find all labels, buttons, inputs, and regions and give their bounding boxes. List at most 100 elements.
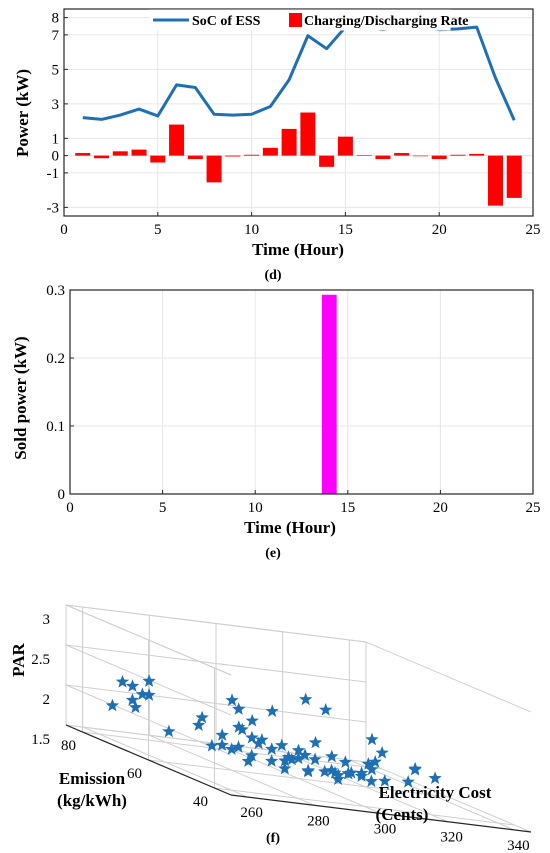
scatter-star-point: [301, 763, 315, 777]
soc-line: [82, 25, 516, 121]
panel-e-chart: 0 5 10 15 20 25 0 0.1 0.2 0.3 Sold power (kW) Ti…: [11, 283, 541, 561]
scatter-star-point: [361, 757, 375, 770]
panel-d-ytick-label: 7: [52, 28, 60, 44]
panel-f-chart: 260 280 300 320 340 40 60 80 1.5 2 2.5 3 PAR Emissi…: [9, 604, 532, 853]
rate-bar: [281, 128, 297, 156]
rate-bar: [150, 155, 166, 163]
panel-f-xtick-label: 300: [374, 822, 397, 838]
panel-f-ytick-label: 60: [127, 766, 142, 782]
rate-bar: [469, 153, 485, 156]
scatter-star-point: [308, 735, 323, 749]
rate-bar: [394, 153, 410, 156]
panel-f-y-axis-label-line1: Emission: [59, 769, 126, 788]
panel-d-xtick-label: 10: [244, 222, 259, 238]
panel-d-bars: [75, 112, 522, 206]
scatter-star-point: [265, 754, 279, 767]
scatter-star-point: [328, 766, 342, 779]
scatter-star-point: [128, 700, 143, 714]
rate-bar: [94, 155, 110, 159]
scatter-star-point: [115, 674, 130, 688]
scatter-star-point: [125, 679, 140, 692]
panel-f-x-axis-label-line1: Electricity Cost: [379, 783, 492, 802]
scatter-star-point: [245, 713, 259, 727]
panel-f-xtick-label: 260: [240, 805, 263, 821]
scatter-star-point: [401, 775, 415, 788]
panel-d-xtick-label: 25: [526, 222, 541, 238]
rate-bar: [225, 155, 241, 157]
panel-e-xtick-label: 10: [248, 500, 263, 516]
panel-e-xtick-label: 5: [159, 500, 167, 516]
panel-f-caption: (f): [266, 831, 280, 846]
scatter-star-point: [278, 761, 292, 775]
panel-e-ytick-label: 0: [58, 487, 66, 503]
wall-z-grid: [65, 644, 367, 683]
scatter-star-point: [299, 692, 313, 706]
panel-e-y-axis-label: Sold power (kW): [11, 336, 30, 459]
scatter-star-point: [275, 738, 289, 752]
panel-f-ytick-label: 40: [193, 794, 208, 810]
panel-d-plot-frame: [63, 8, 534, 217]
rate-bar: [206, 155, 222, 183]
scatter-star-point: [308, 752, 322, 766]
rate-bar: [131, 149, 147, 156]
panel-f-ztick-label: 2: [43, 692, 51, 708]
scatter-star-point: [324, 763, 339, 777]
rate-bar: [450, 154, 466, 156]
panel-f-y-axis-label-line2: (kg/kWh): [57, 791, 127, 810]
legend-rate-label: Charging/Discharging Rate: [304, 14, 469, 29]
scatter-star-point: [142, 674, 156, 687]
scatter-star-point: [365, 732, 379, 746]
y-axis-line: [65, 724, 232, 796]
rate-bar: [169, 124, 185, 156]
panel-f-ztick-label: 1.5: [31, 732, 50, 748]
panel-e-xtick-label: 15: [340, 500, 355, 516]
floor-y-grid: [214, 787, 515, 826]
wall-z-grid: [65, 684, 367, 723]
scatter-star-point: [354, 769, 369, 782]
scatter-star-point: [245, 748, 259, 762]
panel-d-ytick-label: 1: [52, 131, 60, 147]
side-z-grid: [65, 604, 232, 676]
scatter-star-point: [291, 743, 306, 757]
panel-d-grid: [63, 9, 534, 216]
x-axis-line: [230, 794, 532, 833]
rate-bar: [300, 112, 316, 156]
scatter-star-point: [344, 765, 358, 779]
scatter-star-point: [378, 774, 392, 787]
rate-bar: [431, 155, 447, 160]
scatter-star-point: [162, 724, 176, 738]
panel-d-y-ticks: -3 -10 1 3 5 78: [47, 11, 68, 216]
scatter-star-point: [325, 749, 339, 763]
panel-f-z-axis-label: PAR: [9, 642, 28, 676]
panel-d-xtick-label: 20: [432, 222, 447, 238]
panel-d-xtick-label: 5: [154, 222, 162, 238]
scatter-star-point: [375, 745, 389, 759]
rate-bar: [412, 155, 428, 157]
panel-d-ytick-label: 8: [52, 11, 60, 27]
scatter-star-point: [265, 742, 279, 755]
rate-bar: [337, 136, 353, 156]
panel-f-xtick-label: 340: [507, 838, 530, 853]
scatter-star-point: [368, 755, 382, 768]
panel-d-y-axis-label: Power (kW): [13, 69, 32, 157]
wall-z-grid: [65, 604, 367, 643]
panel-f-x-axis-label-line2: (Cents): [376, 805, 429, 824]
panel-e-ytick-label: 0.3: [46, 283, 65, 299]
scatter-star-point: [278, 753, 292, 767]
top-right-edge: [365, 641, 532, 713]
panel-d-ytick-label: 3: [52, 97, 60, 113]
scatter-star-point: [232, 702, 246, 715]
scatter-star-point: [338, 755, 352, 768]
scatter-star-point: [408, 761, 422, 775]
rate-bar: [375, 155, 391, 160]
scatter-star-point: [364, 774, 378, 788]
scatter-star-point: [192, 718, 206, 731]
scatter-star-point: [245, 730, 259, 744]
floor-y-grid: [148, 759, 449, 798]
scatter-star-point: [291, 751, 305, 765]
scatter-star-point: [281, 750, 296, 763]
panel-f-points: [105, 674, 442, 788]
rate-bar: [75, 153, 91, 156]
